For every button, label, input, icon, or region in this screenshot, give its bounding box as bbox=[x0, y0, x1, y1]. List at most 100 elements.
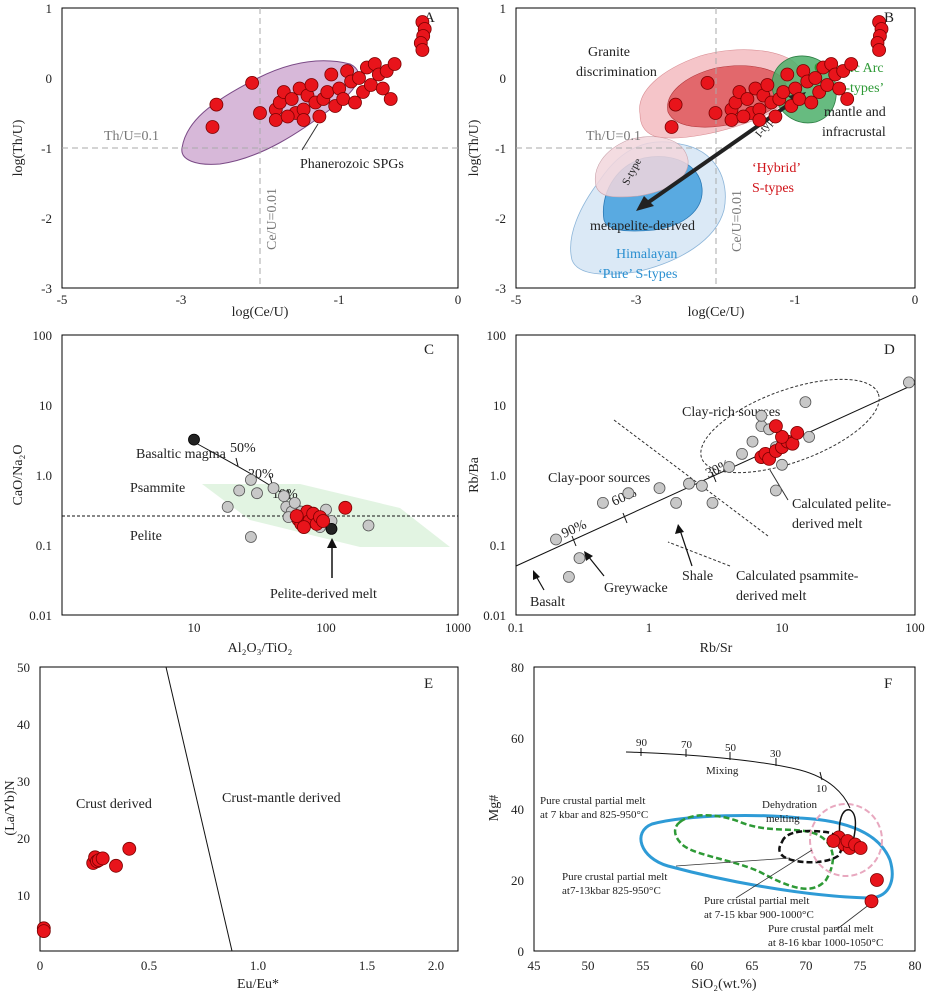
panel-a-xtick: -3 bbox=[176, 292, 187, 307]
panel-b-himalayan-label-1: Himalayan bbox=[616, 247, 677, 262]
panel-b-x-ticks: -5 -3 -1 0 bbox=[511, 292, 919, 307]
panel-c-ytick: 1.0 bbox=[36, 468, 52, 483]
panel-a-sample-point bbox=[324, 67, 339, 82]
panel-b-sample-point bbox=[780, 67, 795, 82]
panel-c-sample-point bbox=[296, 520, 311, 534]
panel-d-reference-point bbox=[903, 376, 915, 389]
panel-a-ytick: -1 bbox=[41, 141, 52, 156]
panel-a-ytick: -2 bbox=[41, 211, 52, 226]
panel-d-shale-arrow bbox=[679, 529, 693, 567]
panel-b-sample-point bbox=[832, 81, 847, 96]
panel-f-xtick: 80 bbox=[909, 958, 922, 973]
panel-e-xtick: 2.0 bbox=[428, 958, 444, 973]
panel-b-sample-point bbox=[664, 120, 679, 134]
panel-d-greywacke-arrowhead bbox=[584, 551, 593, 561]
panel-a-sample-point bbox=[336, 92, 351, 106]
panel-f-dehydration-curve bbox=[838, 809, 857, 847]
panel-f-x-ticks: 45 50 55 60 65 70 75 80 bbox=[528, 958, 922, 973]
panel-b-thu-label: Th/U=0.1 bbox=[586, 129, 641, 144]
panel-f-m50: 50 bbox=[725, 742, 737, 754]
panel-d-basalt-arrowhead bbox=[533, 570, 540, 580]
panel-c-xtick: 10 bbox=[188, 620, 201, 635]
panel-b-sample-point bbox=[724, 113, 739, 127]
panel-b-xtick: 0 bbox=[912, 292, 919, 307]
panel-d-sample-point bbox=[775, 429, 789, 444]
panel-d-calcpel-label-2: derived melt bbox=[792, 517, 862, 532]
panel-d-x-ticks: 0.1 1 10 100 bbox=[508, 620, 925, 635]
panel-b-letter: B bbox=[884, 10, 894, 26]
panel-c-endmember-point bbox=[325, 523, 338, 535]
panel-d-clayrich-ellipse bbox=[700, 378, 880, 474]
panel-b-sample-point bbox=[804, 95, 819, 110]
panel-a-sample-point bbox=[375, 81, 390, 96]
panel-f-dehydration-label-1: Dehydration bbox=[762, 799, 817, 811]
panel-c-xtick: 1000 bbox=[445, 620, 471, 635]
panel-f-sample-point bbox=[826, 834, 841, 848]
panel-e-xtick: 1.5 bbox=[359, 958, 375, 973]
panel-f-mixing-label: Mixing bbox=[706, 765, 739, 777]
panel-f: 90 70 50 30 10 Mixing Dehydration meltin… bbox=[487, 660, 922, 992]
panel-d-basalt-label: Basalt bbox=[530, 595, 565, 610]
panel-f-ytick: 80 bbox=[511, 660, 524, 675]
panel-a-thu-label: Th/U=0.1 bbox=[104, 129, 159, 144]
panel-b: Granite discrimination Th/U=0.1 Ce/U=0.0… bbox=[467, 1, 918, 320]
panel-a-sample-point bbox=[348, 95, 362, 110]
panel-b-arrowhead-left bbox=[636, 196, 654, 211]
panel-d-ytick: 0.01 bbox=[483, 608, 506, 623]
panel-c-reference-point bbox=[221, 500, 234, 513]
panel-f-ytick: 60 bbox=[511, 731, 524, 746]
panel-a-sample-point bbox=[415, 43, 430, 57]
panel-c-reference-point bbox=[233, 484, 246, 497]
panel-b-hybrid-label-2: S-types bbox=[752, 181, 794, 196]
panel-d-sample-point bbox=[790, 425, 805, 440]
panel-f-pink-dashed bbox=[809, 803, 883, 877]
panel-e-letter: E bbox=[424, 676, 433, 692]
panel-a-xtick: -1 bbox=[334, 292, 345, 307]
panel-e-points bbox=[36, 841, 137, 938]
panel-b-y-ticks: 1 0 -1 -2 -3 bbox=[495, 1, 506, 296]
panel-c-ytick: 10 bbox=[39, 398, 52, 413]
panel-b-ylabel: log(Th/U) bbox=[467, 119, 482, 176]
panel-e-xtick: 1.0 bbox=[250, 958, 266, 973]
panel-f-pure713-label-1: Pure crustal partial melt bbox=[562, 871, 667, 883]
panel-f-dehydration-label-2: melting bbox=[766, 813, 800, 825]
panel-c-xlabel: Al₂O₃/TiO₂ bbox=[228, 641, 293, 656]
panel-d-xtick: 1 bbox=[646, 620, 653, 635]
panel-f-m70: 70 bbox=[681, 739, 693, 751]
panel-d-ytick: 10 bbox=[493, 398, 506, 413]
panel-b-hybrid-label-1: ‘Hybrid’ bbox=[752, 161, 801, 176]
panel-c-psammite-label: Psammite bbox=[130, 481, 185, 496]
panel-b-sample-point bbox=[740, 92, 755, 106]
panel-d-ytick: 1.0 bbox=[490, 468, 506, 483]
panel-d-ylabel: Rb/Ba bbox=[467, 456, 482, 493]
panel-e-xtick: 0 bbox=[37, 958, 44, 973]
panel-b-sample-point bbox=[768, 109, 783, 124]
panel-e-xlabel: Eu/Eu* bbox=[237, 977, 279, 992]
panel-d-ytick: 0.1 bbox=[490, 538, 506, 553]
panel-e-ytick: 30 bbox=[17, 774, 30, 789]
panel-d-points bbox=[550, 376, 915, 583]
panel-b-ceu-label: Ce/U=0.01 bbox=[730, 190, 745, 252]
panel-c-ytick: 0.01 bbox=[29, 608, 52, 623]
panel-f-pure816-label-2: at 8-16 kbar 1000-1050°C bbox=[768, 937, 883, 949]
panel-e-ytick: 10 bbox=[17, 888, 30, 903]
panel-a-sample-point bbox=[245, 76, 260, 90]
panel-f-xtick: 75 bbox=[854, 958, 867, 973]
panel-f-frame bbox=[533, 666, 916, 952]
panel-c-sample-point bbox=[316, 514, 331, 528]
panel-c-letter: C bbox=[424, 342, 434, 358]
panel-d-calcpel-label-1: Calculated pelite- bbox=[792, 497, 891, 512]
panel-b-sample-point bbox=[752, 113, 767, 127]
panel-a-ytick: 0 bbox=[46, 71, 53, 86]
panel-b-sample-point bbox=[844, 57, 859, 71]
panel-a-ytick: -3 bbox=[41, 281, 52, 296]
panel-f-ytick: 20 bbox=[511, 873, 524, 888]
panel-f-pure7-label-1: Pure crustal partial melt bbox=[540, 795, 645, 807]
panel-e-sample-point bbox=[36, 924, 51, 938]
panel-c-50-label: 50% bbox=[230, 441, 256, 456]
panel-d-reference-point bbox=[696, 479, 708, 492]
panel-a-y-ticks: 1 0 -1 -2 -3 bbox=[41, 1, 52, 296]
panel-f-xlabel: SiO₂(wt.%) bbox=[691, 977, 756, 992]
panel-f-m10: 10 bbox=[816, 783, 828, 795]
panel-d-reference-point bbox=[706, 496, 719, 509]
